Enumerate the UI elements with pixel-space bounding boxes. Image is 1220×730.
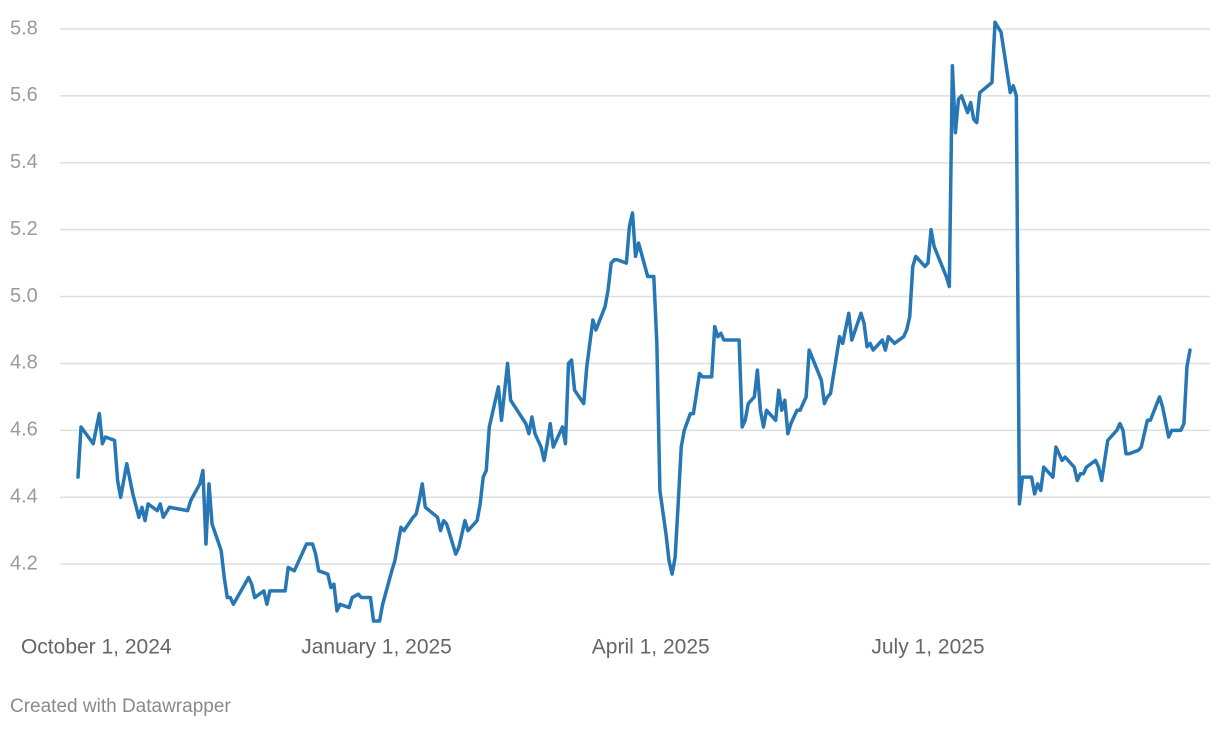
y-tick-label: 4.8 <box>10 352 38 374</box>
y-tick-label: 5.2 <box>10 218 38 240</box>
y-tick-label: 5.6 <box>10 84 38 106</box>
y-tick-label: 5.0 <box>10 285 38 307</box>
footer: Created with Datawrapper <box>10 696 231 717</box>
y-tick-label: 5.4 <box>10 151 38 173</box>
y-tick-label: 4.6 <box>10 419 38 441</box>
x-tick-label: January 1, 2025 <box>301 636 452 659</box>
x-tick-label: October 1, 2024 <box>21 636 172 659</box>
y-tick-label: 5.8 <box>10 17 38 39</box>
y-tick-label: 4.2 <box>10 552 38 574</box>
x-tick-label: July 1, 2025 <box>871 636 984 659</box>
line <box>76 20 1192 623</box>
x-tick-label: April 1, 2025 <box>592 636 710 659</box>
y-tick-label: 4.4 <box>10 486 38 508</box>
